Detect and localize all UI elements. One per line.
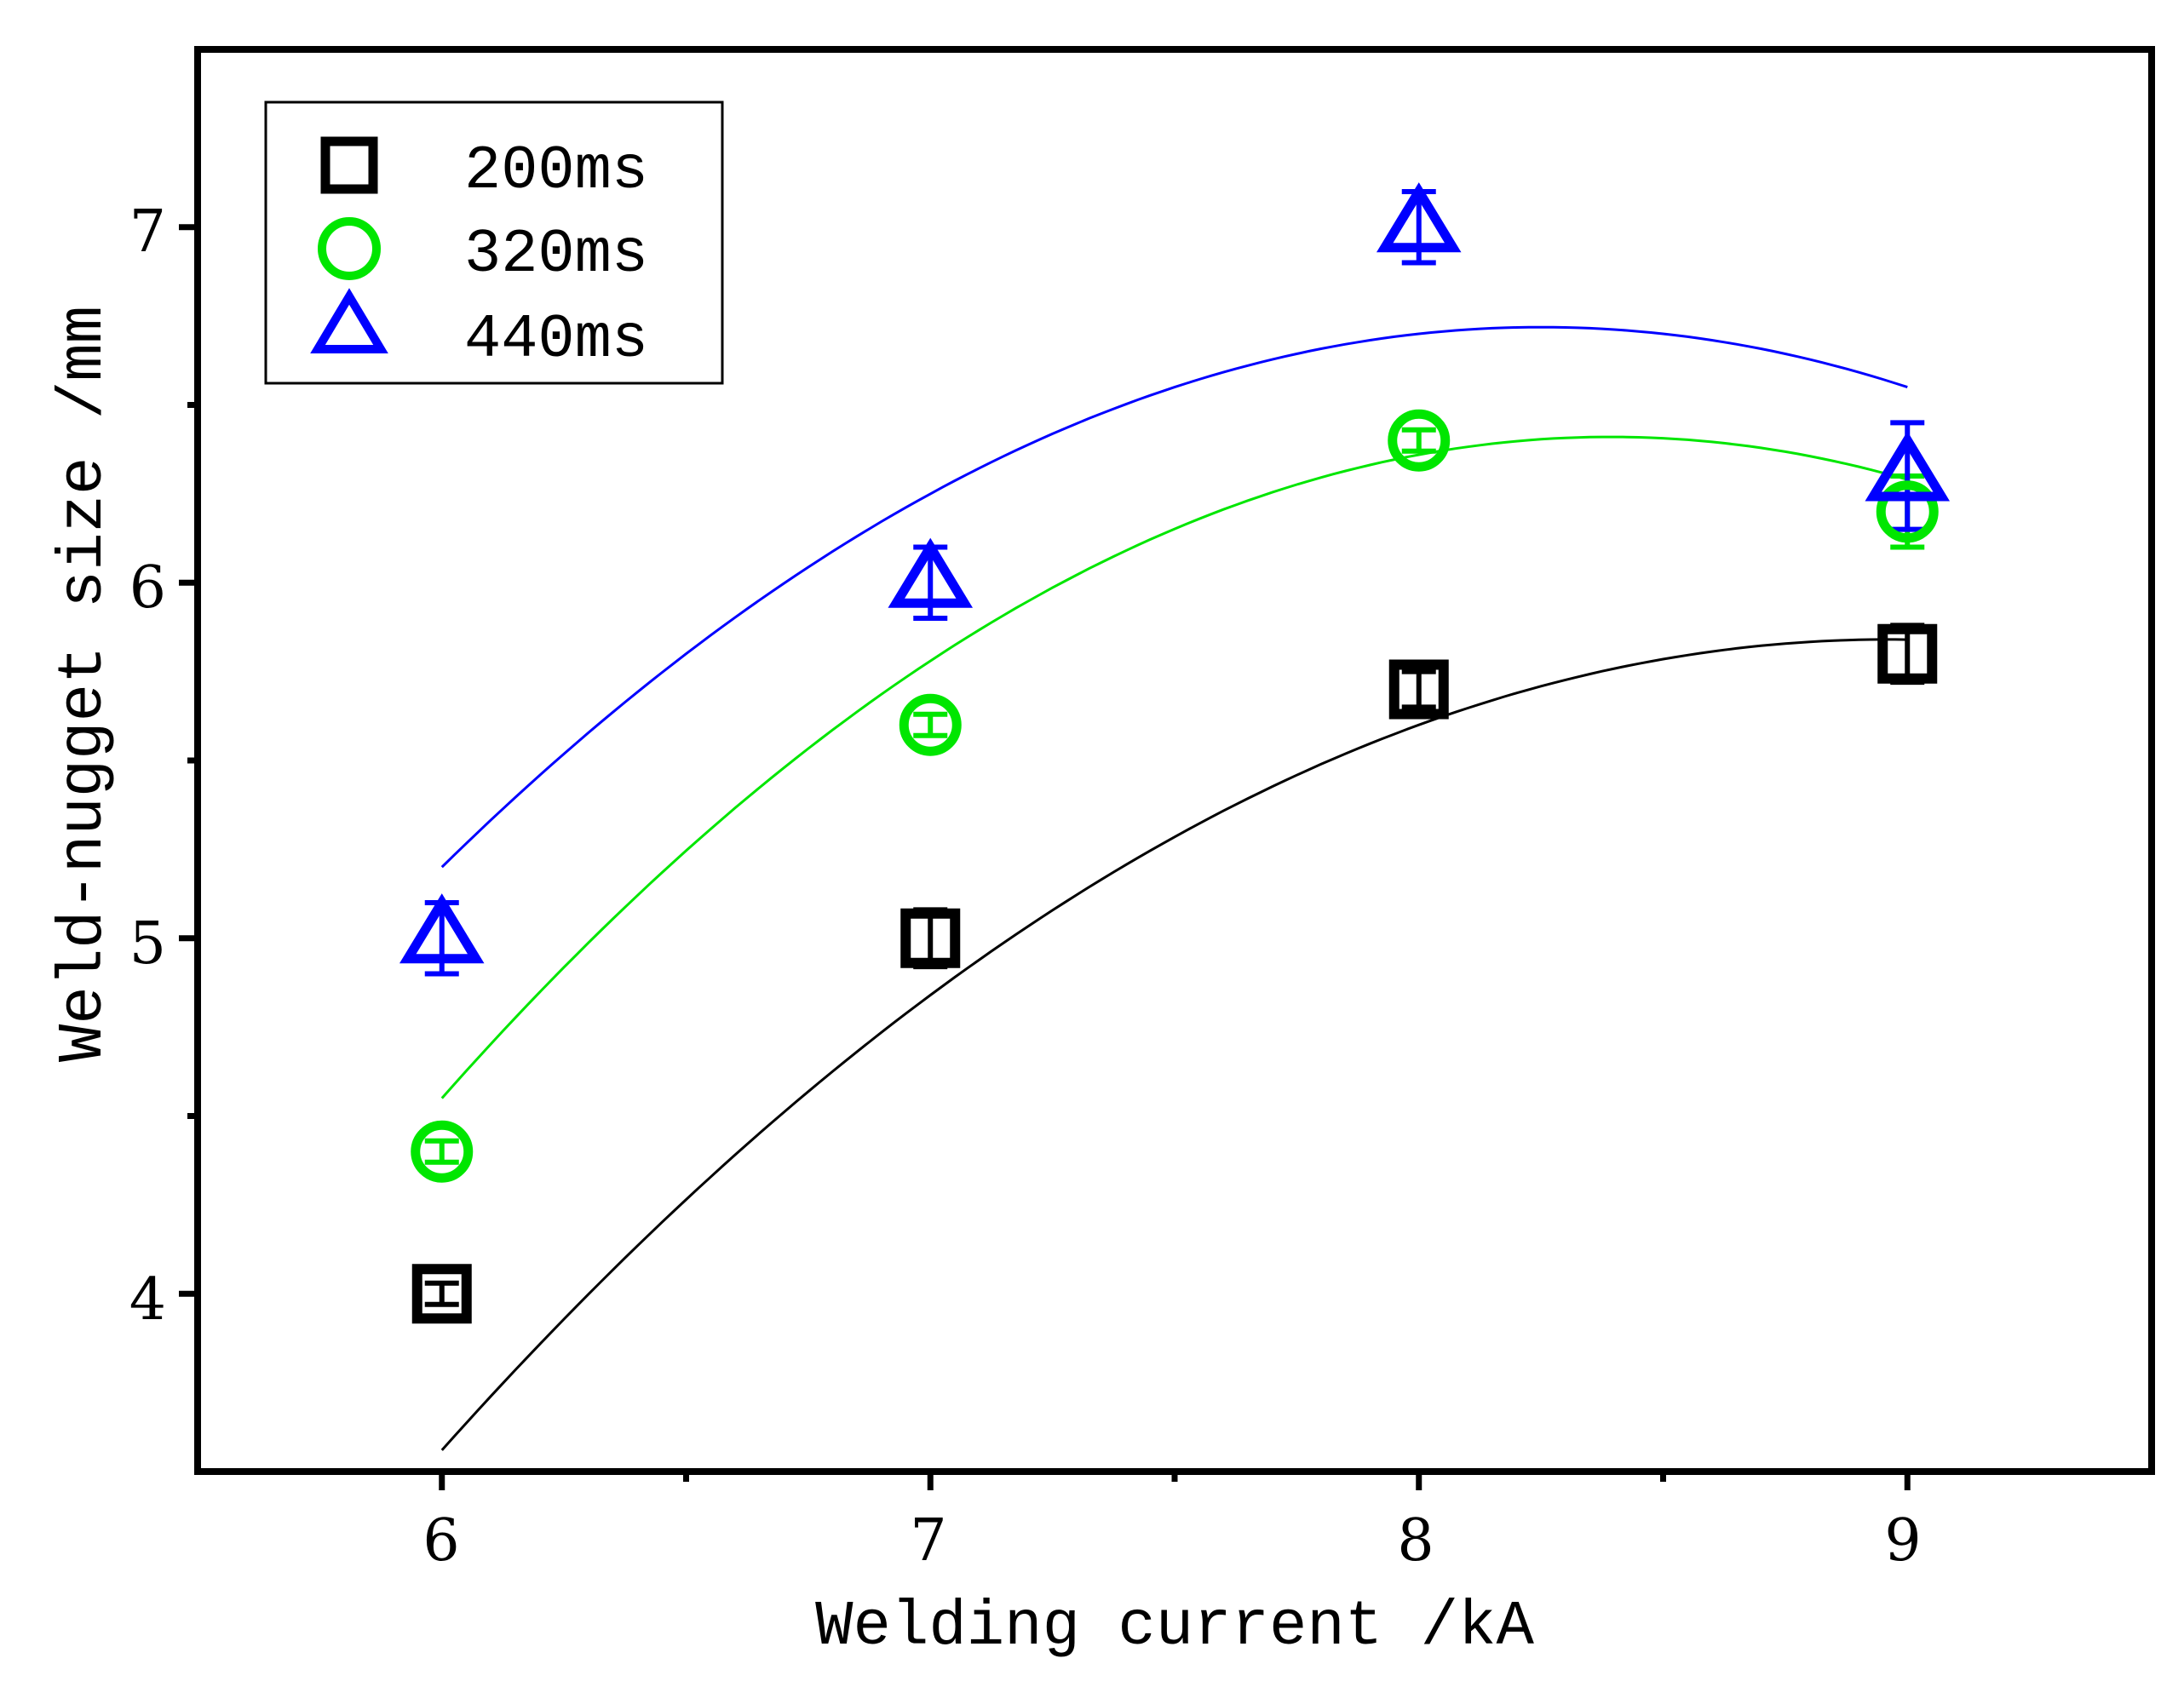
legend-label: 200ms (464, 136, 648, 206)
legend-label: 440ms (464, 305, 648, 375)
legend-circle-icon (318, 217, 381, 280)
data-point-triangle (888, 537, 974, 608)
legend-label: 320ms (464, 220, 648, 290)
legend-triangle-icon (310, 288, 388, 353)
data-point-triangle (399, 893, 485, 964)
data-point-square (900, 908, 961, 968)
x-tick-label: 9 (1884, 1507, 1921, 1575)
axis-ticks (179, 224, 1911, 1490)
data-point-circle (1876, 480, 1939, 543)
y-tick-labels: 4 5 6 7 (129, 198, 166, 1334)
y-axis-title: Weld-nugget size /mm (49, 306, 120, 1062)
data-markers (399, 182, 1951, 1324)
data-point-circle (1388, 409, 1451, 472)
fit-curve-440ms (440, 325, 1908, 869)
data-point-circle (411, 1120, 474, 1183)
legend: 200ms 320ms 440ms (264, 100, 724, 385)
x-tick-label: 8 (1397, 1507, 1434, 1575)
x-tick-label: 6 (422, 1507, 459, 1575)
data-point-circle (899, 693, 962, 756)
x-tick-labels: 6 7 8 9 (422, 1507, 1921, 1575)
fit-curve-320ms (440, 435, 1908, 1099)
fit-curve-200ms (440, 638, 1908, 1451)
y-tick-label: 4 (129, 1266, 166, 1334)
fit-curves (440, 325, 1908, 1451)
legend-square-icon (320, 136, 378, 194)
x-tick-label: 7 (910, 1507, 946, 1575)
data-point-triangle (1376, 182, 1462, 253)
data-point-square (1388, 659, 1449, 720)
y-tick-label: 5 (129, 910, 166, 978)
x-axis-title: Welding current /kA (815, 1592, 1534, 1663)
data-point-triangle (1865, 431, 1951, 502)
y-tick-label: 7 (129, 198, 166, 266)
y-tick-label: 6 (129, 554, 166, 622)
legend-box (264, 100, 724, 385)
data-point-square (411, 1264, 472, 1324)
data-point-square (1877, 623, 1938, 684)
